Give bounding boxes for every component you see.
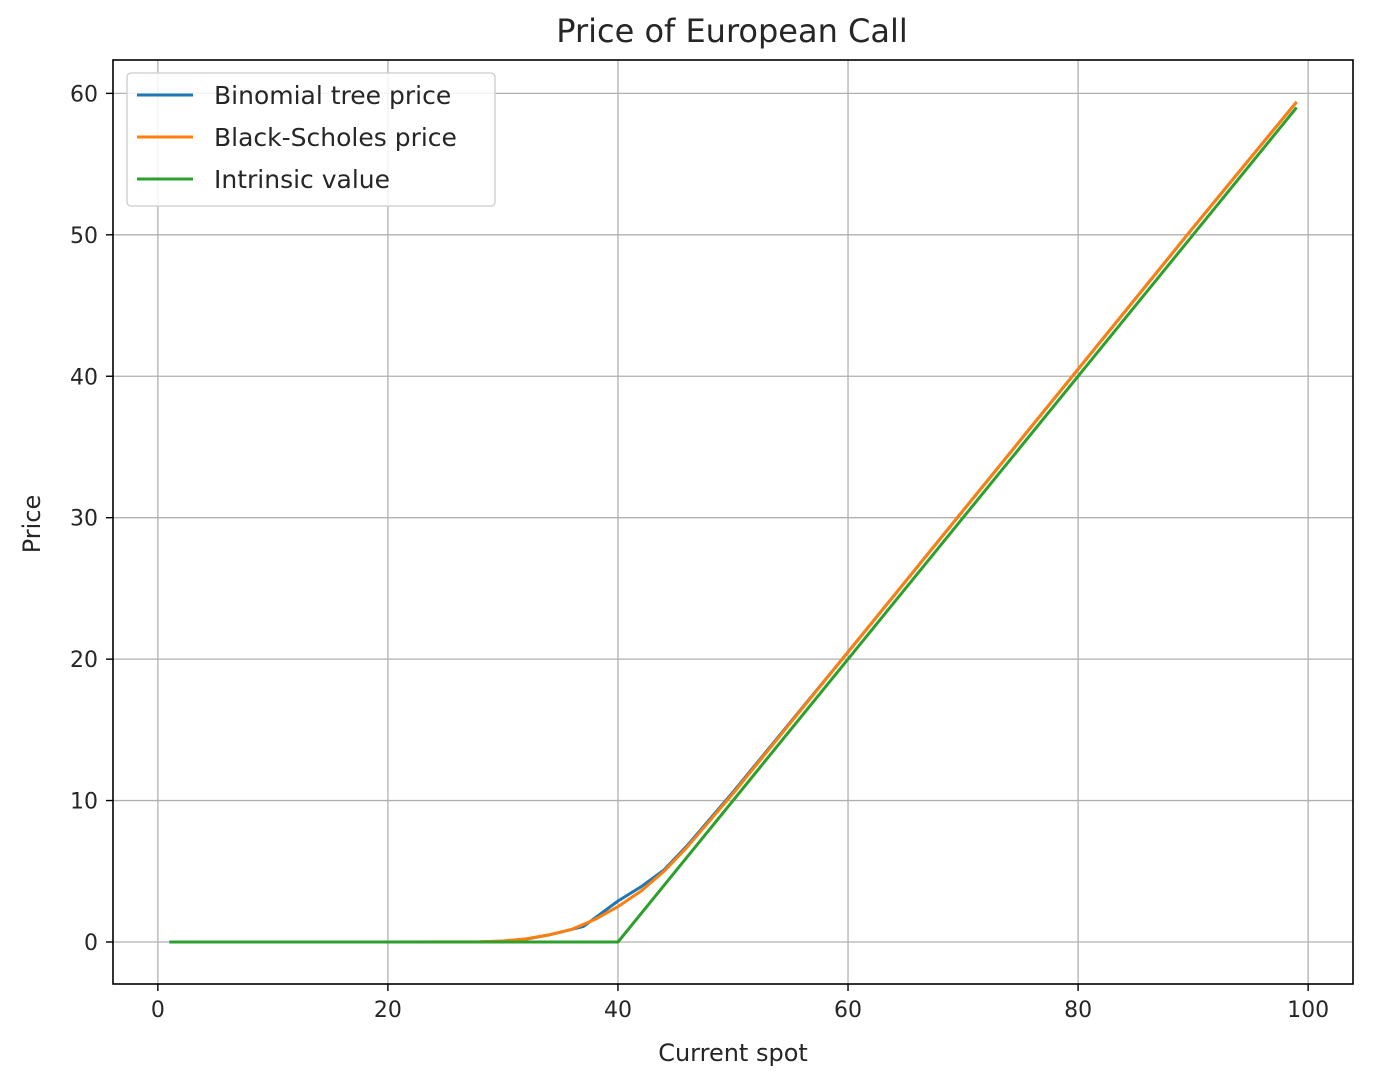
series-group — [169, 100, 1298, 944]
series-line-3 — [169, 106, 1298, 944]
plot-frame — [112, 59, 1354, 985]
ticks: 0 20 40 60 80 100 0 10 20 30 40 50 60 — [70, 82, 1329, 1023]
legend: Binomial tree price Black-Scholes price In… — [126, 72, 496, 207]
y-tick-label: 0 — [84, 931, 98, 956]
y-tick-label: 30 — [70, 507, 98, 532]
legend-label: Binomial tree price — [214, 81, 451, 110]
grid — [113, 60, 1353, 984]
chart-title: Price of European Call — [556, 12, 908, 50]
x-tick-label: 40 — [604, 998, 632, 1023]
x-tick-label: 100 — [1287, 998, 1329, 1023]
series-line-2 — [169, 100, 1298, 944]
x-tick-label: 0 — [151, 998, 165, 1023]
y-tick-label: 20 — [70, 648, 98, 673]
y-tick-label: 40 — [70, 365, 98, 390]
y-tick-label: 10 — [70, 790, 98, 815]
legend-label: Black-Scholes price — [214, 123, 457, 152]
y-axis-label: Price — [18, 495, 46, 554]
y-tick-label: 60 — [70, 82, 98, 107]
y-tick-label: 50 — [70, 224, 98, 249]
x-tick-label: 60 — [834, 998, 862, 1023]
x-tick-label: 80 — [1064, 998, 1092, 1023]
series-line-1 — [169, 100, 1298, 944]
x-axis-label: Current spot — [658, 1039, 808, 1067]
legend-label: Intrinsic value — [214, 165, 390, 194]
legend-box — [126, 72, 496, 207]
x-tick-label: 20 — [374, 998, 402, 1023]
